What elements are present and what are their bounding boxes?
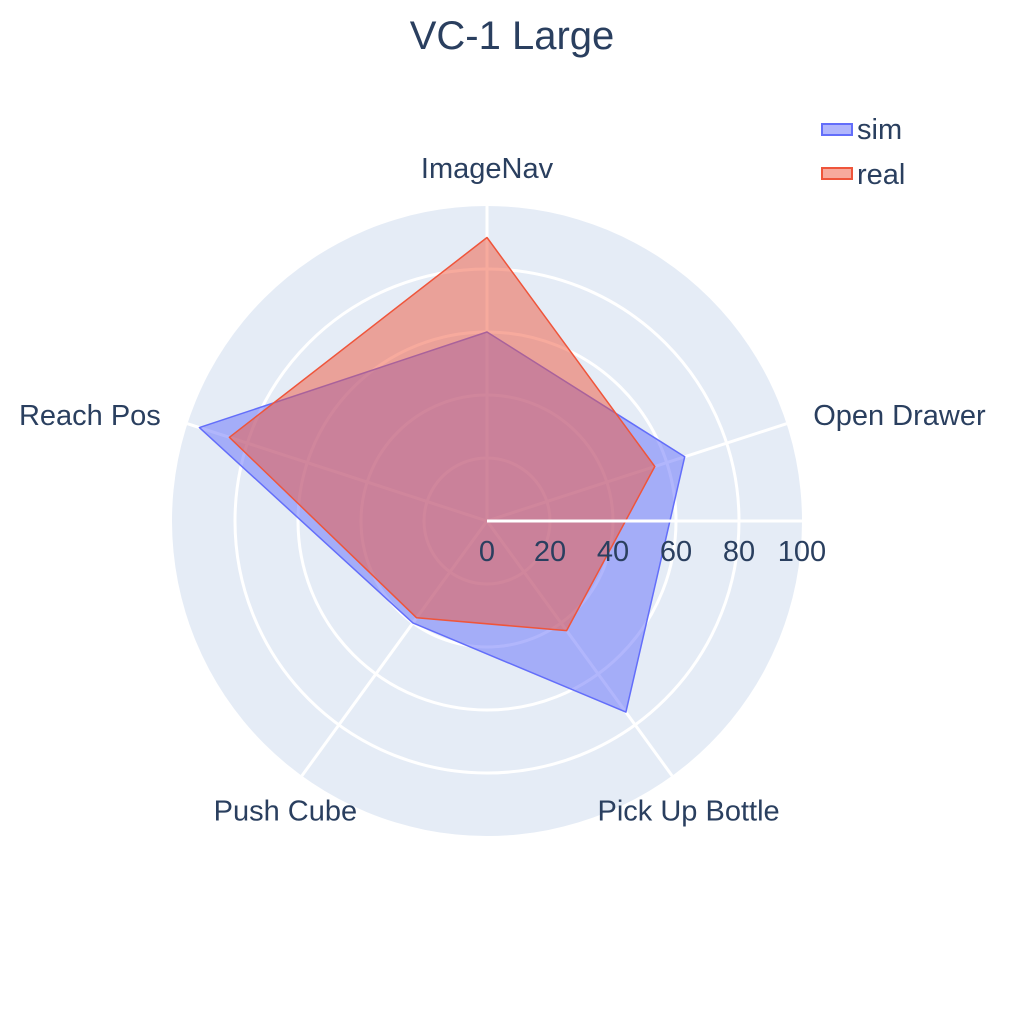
legend-swatch-real (821, 167, 853, 180)
angular-label-reach-pos: Reach Pos (19, 400, 161, 432)
series-layer (198, 236, 686, 713)
radial-tick-label: 0 (479, 536, 495, 568)
radial-tick-label: 20 (534, 536, 566, 568)
radial-tick-label: 40 (597, 536, 629, 568)
radial-tick-label: 80 (723, 536, 755, 568)
legend-item-real[interactable]: real (821, 159, 905, 191)
radial-tick-label: 60 (660, 536, 692, 568)
legend-label-real: real (857, 159, 905, 191)
chart-title: VC-1 Large (410, 14, 615, 58)
legend-item-sim[interactable]: sim (821, 114, 902, 146)
series-real-area[interactable] (228, 236, 656, 632)
legend: sim real (821, 114, 905, 191)
angular-label-imagenav: ImageNav (421, 153, 554, 185)
angular-axis-labels: ImageNav Open Drawer Pick Up Bottle Push Cu… (19, 153, 986, 828)
radial-tick-label: 100 (778, 536, 826, 568)
legend-swatch-sim (821, 123, 853, 136)
angular-label-pick-up-bottle: Pick Up Bottle (598, 796, 780, 828)
angular-label-push-cube: Push Cube (214, 796, 358, 828)
angular-label-open-drawer: Open Drawer (813, 400, 986, 432)
legend-label-sim: sim (857, 114, 902, 146)
radial-axis: 0 20 40 60 80 100 (479, 519, 826, 568)
